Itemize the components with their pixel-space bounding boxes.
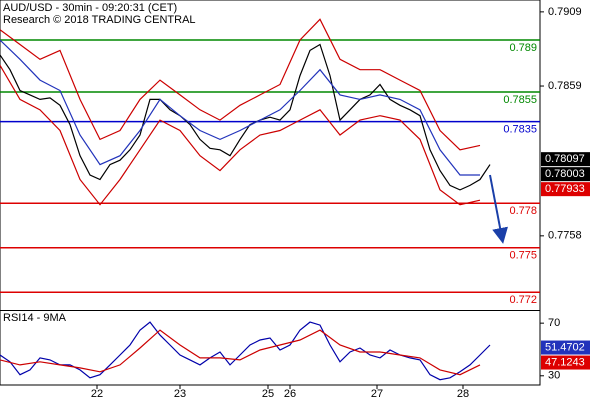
price-tag-label: 47.1243 [545, 356, 585, 368]
series-line [0, 39, 480, 176]
rsi-title: RSI14 - 9MA [3, 312, 67, 324]
level-label: 0.7835 [503, 124, 537, 136]
y-tick-label: 0.7859 [548, 80, 582, 92]
level-label: 0.778 [509, 205, 537, 217]
level-label: 0.772 [509, 294, 537, 306]
level-label: 0.7855 [503, 94, 537, 106]
price-tag-label: 0.78097 [545, 153, 585, 165]
x-tick-label: 27 [371, 388, 383, 400]
y-tick-label: 0.7909 [548, 6, 582, 18]
x-tick-label: 25 [262, 388, 274, 400]
price-tag [541, 355, 590, 370]
chart-subtitle: Research © 2018 TRADING CENTRAL [3, 14, 196, 26]
forecast-arrow [489, 174, 508, 244]
y-tick-label: 70 [548, 317, 560, 329]
level-label: 0.789 [509, 42, 537, 54]
x-tick-label: 28 [457, 388, 469, 400]
series-line [0, 329, 481, 376]
series-line [0, 64, 481, 206]
price-tag [541, 167, 590, 182]
level-label: 0.775 [509, 250, 537, 262]
price-tag-label: 0.78003 [545, 168, 585, 180]
x-tick-label: 23 [174, 388, 186, 400]
price-tag [541, 182, 590, 197]
x-tick-label: 26 [284, 388, 296, 400]
y-tick-label: 30 [548, 370, 560, 382]
price-tag [541, 340, 590, 355]
series-line [0, 321, 491, 381]
y-tick-label: 0.7758 [548, 230, 582, 242]
price-tag-label: 0.77933 [545, 183, 585, 195]
chart-title: AUD/USD - 30min - 09:20:31 (CET) [3, 2, 177, 14]
price-tag-label: 51.4702 [545, 341, 585, 353]
series-line [0, 18, 481, 151]
series-line [0, 43, 491, 191]
price-tag [541, 152, 590, 167]
plot-frame [0, 0, 541, 386]
x-tick-label: 22 [91, 388, 103, 400]
